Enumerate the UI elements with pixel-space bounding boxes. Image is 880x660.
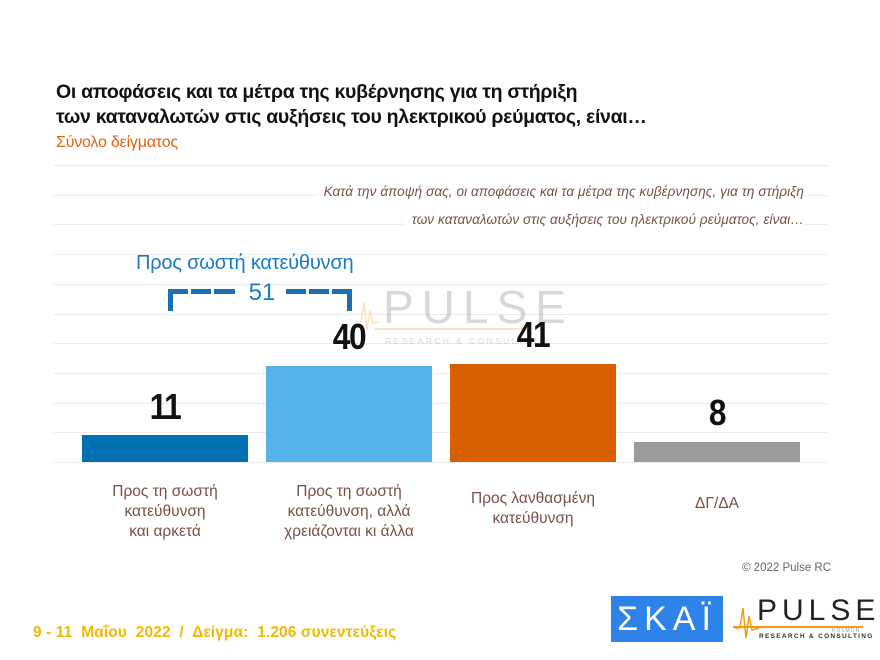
pulse-logo-kosmon: KOSMON <box>832 628 861 634</box>
survey-question-line1: Κατά την άποψή σας, οι αποφάσεις και τα … <box>317 178 804 206</box>
bracket-dash <box>332 289 352 294</box>
bar-right-direction-more-needed <box>266 366 432 462</box>
category-label: Προς τη σωστή κατεύθυνση και αρκετά <box>75 482 255 542</box>
bracket-dash <box>309 289 329 294</box>
bracket-dash <box>191 289 211 294</box>
bracket-value: 51 <box>248 279 276 306</box>
survey-question-line2: των καταναλωτών στις αυξήσεις του ηλεκτρ… <box>405 206 804 234</box>
bar-wrong-direction <box>450 364 616 462</box>
gridline <box>54 284 828 285</box>
bracket-left-edge <box>168 289 173 311</box>
bar-dont-know <box>634 442 800 462</box>
category-label-line: κατεύθυνση <box>492 510 574 527</box>
pulse-spike-icon <box>735 607 759 639</box>
pulse-logo: PULSE KOSMON RESEARCH & CONSULTING <box>733 594 875 644</box>
bracket-dash <box>214 289 235 294</box>
gridline <box>54 165 828 166</box>
chart-title: Οι αποφάσεις και τα μέτρα της κυβέρνησης… <box>56 80 776 130</box>
category-label-line: Προς τη σωστή <box>296 483 402 500</box>
category-label-line: ΔΓ/ΔΑ <box>695 495 739 512</box>
bar-value: 41 <box>516 314 551 355</box>
pulse-logo-line <box>733 626 863 628</box>
category-label: ΔΓ/ΔΑ <box>627 494 807 514</box>
bar-value: 40 <box>332 316 367 357</box>
bar-value: 8 <box>708 392 727 433</box>
pulse-logo-text: PULSE <box>757 594 880 627</box>
gridline <box>54 254 828 255</box>
category-label: Προς λανθασμένη κατεύθυνση <box>443 489 623 529</box>
bracket-right-edge <box>347 289 352 311</box>
copyright: © 2022 Pulse RC <box>742 562 832 574</box>
category-label: Προς τη σωστή κατεύθυνση, αλλά χρειάζοντ… <box>259 482 439 542</box>
bracket-dash <box>168 289 188 294</box>
gridline <box>54 314 828 315</box>
category-label-line: και αρκετά <box>129 523 201 540</box>
skai-logo: ΣΚΑΪ <box>611 596 723 642</box>
survey-footer: 9 - 11 Μαΐου 2022 / Δείγμα: 1.206 συνεντ… <box>33 624 397 641</box>
bracket-dash <box>286 289 306 294</box>
category-label-line: χρειάζονται κι άλλα <box>284 523 414 540</box>
chart-subtitle: Σύνολο δείγματος <box>56 134 178 151</box>
gridline <box>54 462 828 463</box>
survey-question: Κατά την άποψή σας, οι αποφάσεις και τα … <box>164 178 804 234</box>
category-label-line: κατεύθυνση <box>124 503 206 520</box>
category-label-line: Προς λανθασμένη <box>471 490 595 507</box>
bracket-label: Προς σωστή κατεύθυνση <box>136 252 354 274</box>
gridline <box>54 403 828 404</box>
bracket-annotation: 51 <box>168 279 352 311</box>
category-label-line: κατεύθυνση, αλλά <box>287 503 411 520</box>
bar-right-direction-enough <box>82 435 248 462</box>
chart-title-line1: Οι αποφάσεις και τα μέτρα της κυβέρνησης… <box>56 81 578 103</box>
pulse-logo-subtext: RESEARCH & CONSULTING <box>759 633 874 640</box>
gridline <box>54 373 828 374</box>
chart-title-line2: των καταναλωτών στις αυξήσεις του ηλεκτρ… <box>56 106 647 128</box>
gridline <box>54 432 828 433</box>
gridline <box>54 343 828 344</box>
category-label-line: Προς τη σωστή <box>112 483 218 500</box>
bar-value: 11 <box>149 386 182 427</box>
